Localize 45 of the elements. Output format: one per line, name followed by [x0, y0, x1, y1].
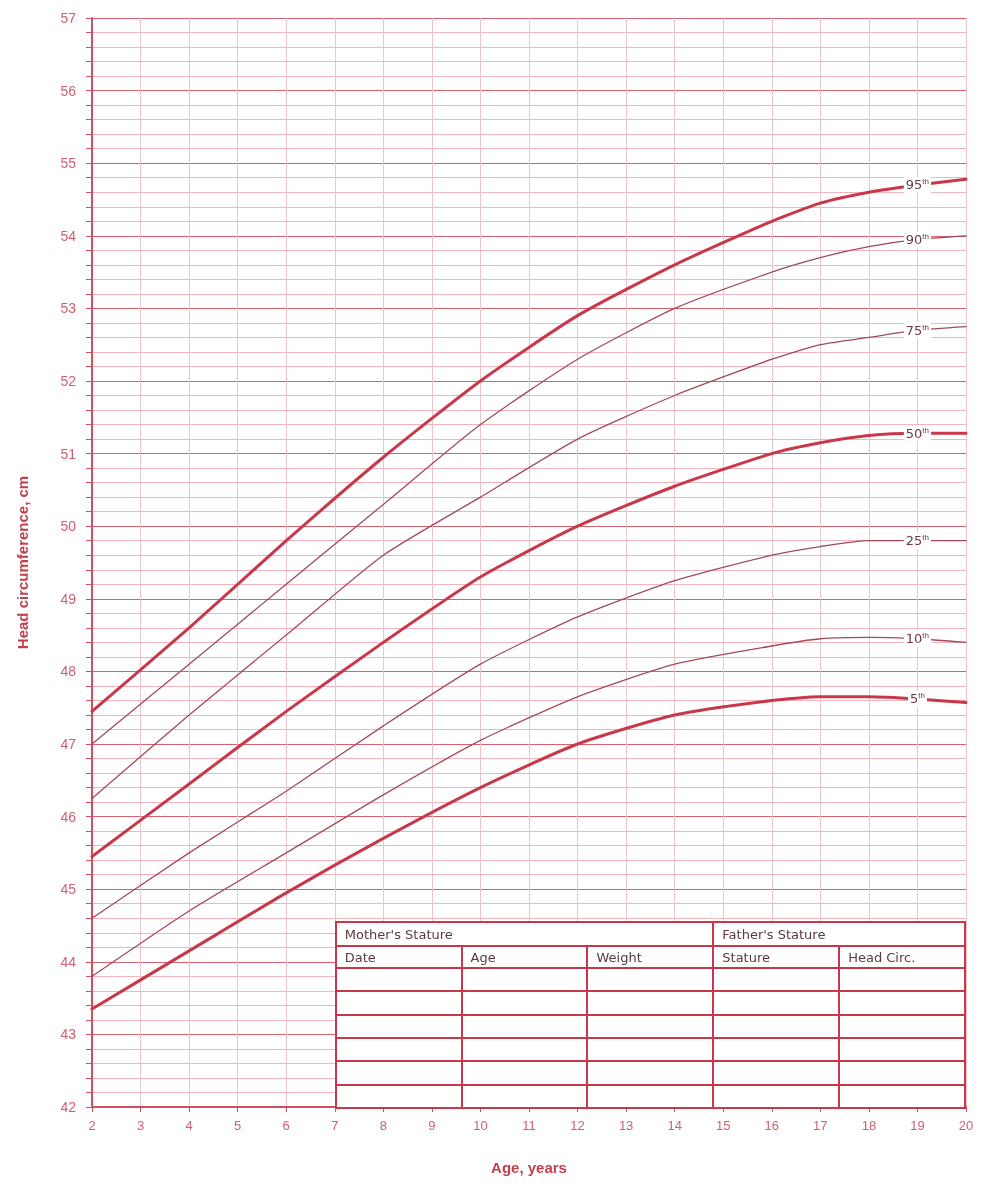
x-tick-label: 3: [136, 1118, 145, 1133]
y-tick-label: 47: [60, 736, 77, 752]
x-tick-label: 5: [234, 1118, 242, 1133]
annotation: Mother's Stature: [344, 926, 453, 942]
x-tick-label: 2: [88, 1118, 96, 1133]
x-tick-label: 9: [428, 1118, 436, 1133]
annotation: Father's Stature: [722, 926, 826, 942]
y-tick-label: 53: [60, 300, 77, 317]
x-tick-label: 12: [570, 1118, 585, 1133]
x-tick-label: 8: [379, 1118, 387, 1133]
y-tick-label: 52: [60, 373, 77, 389]
x-tick-label: 4: [185, 1118, 193, 1133]
y-tick-label: 55: [60, 155, 77, 172]
annotation: Age: [470, 949, 496, 965]
y-tick-label: 43: [60, 1026, 77, 1043]
y-tick-label: 50: [60, 518, 77, 535]
y-tick-label: 56: [60, 82, 77, 99]
y-tick-label: 45: [60, 881, 77, 898]
y-tick-label: 44: [60, 953, 77, 970]
y-tick-label: 48: [60, 663, 77, 680]
x-tick-label: 11: [522, 1118, 536, 1133]
x-tick-label: 7: [331, 1118, 339, 1133]
y-tick-label: 54: [60, 227, 77, 244]
x-tick-label: 10: [473, 1118, 488, 1133]
y-tick-label: 49: [60, 590, 77, 607]
annotation: Head Circ.: [848, 949, 916, 965]
y-axis-title: Head circumference, cm: [14, 475, 31, 650]
x-axis-title: Age, years: [491, 1159, 567, 1176]
x-tick-label: 16: [764, 1118, 780, 1133]
y-tick-label: 46: [60, 808, 77, 825]
x-tick-label: 18: [861, 1118, 877, 1133]
y-tick-label: 51: [60, 445, 77, 462]
x-tick-label: 17: [813, 1118, 828, 1133]
x-tick-label: 15: [715, 1118, 731, 1133]
annotation: Weight: [596, 949, 642, 965]
x-tick-label: 14: [667, 1118, 682, 1133]
annotation: Date: [344, 949, 376, 965]
y-tick-label: 57: [60, 10, 77, 26]
x-tick-label: 19: [910, 1118, 925, 1133]
x-tick-label: 20: [958, 1118, 974, 1133]
y-tick-label: 42: [60, 1099, 77, 1115]
line-series: [90, 176, 968, 713]
x-tick-label: 6: [282, 1118, 290, 1133]
annotation: Stature: [722, 949, 771, 965]
x-tick-label: 13: [618, 1118, 634, 1133]
